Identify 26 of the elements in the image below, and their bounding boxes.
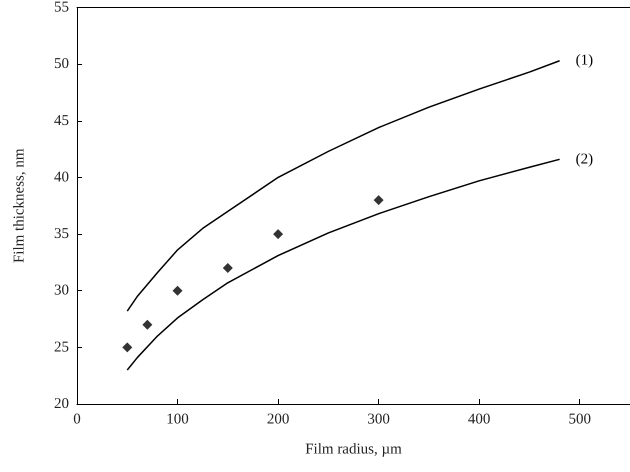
x-tick-label: 300 [367,412,390,428]
point [122,342,132,352]
x-tick-label: 400 [468,412,490,428]
x-tick-label: 0 [73,412,81,428]
y-tick-label: 45 [54,112,69,129]
y-tick-label: 55 [54,0,69,16]
series-label: (2) [576,151,594,168]
y-axis-title: Film thickness, nm [12,148,28,264]
y-tick-label: 35 [54,226,69,242]
series-label: (1) [576,52,594,69]
point [374,195,384,206]
point [273,229,284,240]
x-tick-label: 100 [166,412,189,428]
x-tick-label: 200 [266,412,290,428]
y-tick-label: 40 [54,169,69,186]
x-axis-title: Film radius, µm [305,442,402,458]
point [142,320,152,330]
x-tick-label: 500 [568,412,591,428]
point [172,286,183,296]
y-tick-label: 50 [54,56,69,72]
line-series [126,158,560,371]
y-tick-label: 20 [54,396,69,412]
line-series [126,60,560,312]
point [222,263,233,274]
y-tick-label: 25 [54,339,69,356]
y-tick-label: 30 [54,282,69,299]
